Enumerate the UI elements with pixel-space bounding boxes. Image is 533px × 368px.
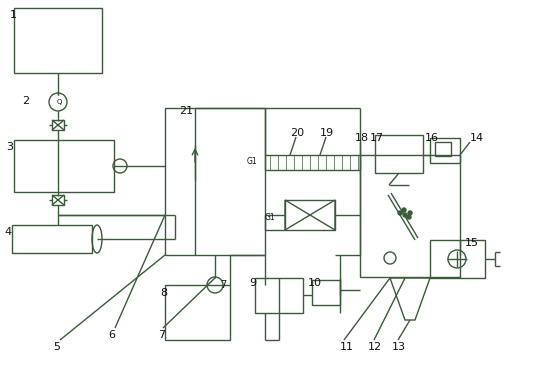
Text: 10: 10	[308, 278, 322, 288]
Circle shape	[402, 208, 406, 212]
Bar	[52, 195, 64, 205]
Text: 7: 7	[220, 280, 226, 290]
Text: 6: 6	[108, 330, 115, 340]
Bar	[265, 155, 360, 170]
Text: 3: 3	[6, 142, 13, 152]
Bar	[435, 142, 451, 156]
Bar	[14, 8, 102, 73]
Text: 4: 4	[4, 227, 11, 237]
Text: 20: 20	[290, 128, 304, 138]
Bar	[165, 285, 230, 340]
Text: 21: 21	[179, 106, 193, 116]
Text: 2: 2	[22, 96, 29, 106]
Circle shape	[408, 211, 412, 215]
Bar	[375, 135, 423, 173]
Circle shape	[407, 215, 411, 219]
Text: 5: 5	[53, 342, 60, 352]
Text: 19: 19	[320, 128, 334, 138]
Bar	[360, 155, 460, 277]
Text: 17: 17	[370, 133, 384, 143]
Text: 8: 8	[160, 288, 167, 298]
Bar	[430, 138, 460, 163]
Circle shape	[398, 211, 402, 215]
Bar	[255, 278, 303, 313]
Text: 18: 18	[355, 133, 369, 143]
Bar	[12, 225, 92, 253]
Text: 16: 16	[425, 133, 439, 143]
Text: Q: Q	[56, 99, 62, 105]
Text: 9: 9	[249, 278, 256, 288]
Text: 14: 14	[470, 133, 484, 143]
Bar	[165, 108, 265, 255]
Text: 12: 12	[368, 342, 382, 352]
Text: 13: 13	[392, 342, 406, 352]
Bar	[52, 120, 64, 130]
Text: G1: G1	[247, 157, 257, 166]
Bar	[312, 280, 340, 305]
Text: 7: 7	[158, 330, 165, 340]
Bar	[14, 140, 114, 192]
Text: 15: 15	[465, 238, 479, 248]
Bar	[285, 200, 335, 230]
Bar	[430, 240, 485, 278]
Text: 1: 1	[10, 10, 17, 20]
Circle shape	[403, 213, 407, 217]
Text: 11: 11	[340, 342, 354, 352]
Text: G1: G1	[265, 213, 276, 222]
